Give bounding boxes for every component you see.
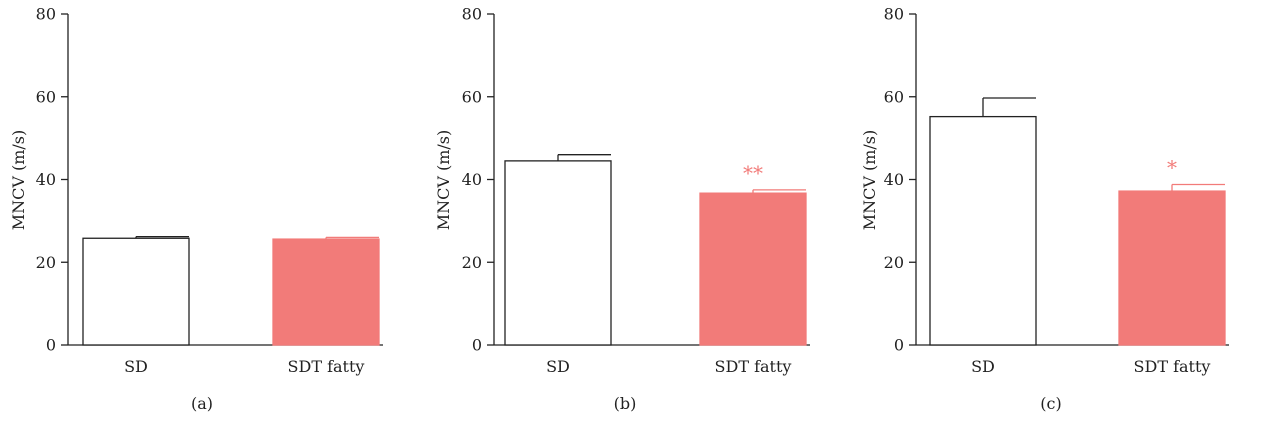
x-tick-label-sd: SD bbox=[971, 357, 995, 376]
y-axis-label: MNCV (m/s) bbox=[860, 130, 879, 231]
y-ticks: 0 20 40 60 80 bbox=[462, 5, 494, 355]
bars bbox=[504, 160, 807, 346]
y-tick-label: 80 bbox=[884, 5, 904, 24]
y-tick-label: 0 bbox=[894, 336, 904, 355]
x-tick-labels: SD SDT fatty bbox=[546, 357, 791, 376]
y-tick-label: 20 bbox=[884, 253, 904, 272]
y-tick-label: 20 bbox=[36, 253, 56, 272]
bar-sdt-fatty bbox=[699, 192, 807, 346]
error-bars bbox=[982, 97, 1225, 192]
panel-label: (a) bbox=[190, 394, 214, 413]
x-tick-label-sdt-fatty: SDT fatty bbox=[288, 357, 365, 376]
significance-mark: * bbox=[1167, 155, 1177, 179]
bar-sd bbox=[504, 160, 612, 346]
x-tick-label-sd: SD bbox=[124, 357, 148, 376]
y-axis-label: MNCV (m/s) bbox=[9, 130, 28, 231]
x-tick-labels: SD SDT fatty bbox=[971, 357, 1210, 376]
x-tick-label-sdt-fatty: SDT fatty bbox=[715, 357, 792, 376]
panel-label: (b) bbox=[613, 394, 637, 413]
significance-marks: ** bbox=[743, 161, 763, 185]
x-tick-labels: SD SDT fatty bbox=[124, 357, 364, 376]
chart-panel-a: MNCV (m/s) 0 20 40 60 80 SD SDT fatty (a) bbox=[0, 0, 421, 422]
chart-svg: MNCV (m/s) 0 20 40 60 80 ** SD SDT fatty bbox=[434, 5, 810, 376]
y-tick-label: 0 bbox=[46, 336, 56, 355]
y-tick-label: 40 bbox=[884, 170, 904, 189]
bar-sdt-fatty bbox=[272, 238, 380, 346]
y-tick-label: 80 bbox=[462, 5, 482, 24]
x-tick-label-sd: SD bbox=[546, 357, 570, 376]
y-tick-label: 0 bbox=[472, 336, 482, 355]
bars bbox=[82, 237, 380, 346]
error-bars bbox=[557, 154, 806, 194]
x-tick-label-sdt-fatty: SDT fatty bbox=[1134, 357, 1211, 376]
bar-sdt-fatty bbox=[1118, 190, 1226, 346]
panel-label: (c) bbox=[1040, 394, 1062, 413]
y-ticks: 0 20 40 60 80 bbox=[884, 5, 916, 355]
chart-panel-c: MNCV (m/s) 0 20 40 60 80 * SD SDT fatty (c) bbox=[853, 0, 1263, 422]
error-bars bbox=[135, 235, 379, 240]
y-tick-label: 40 bbox=[462, 170, 482, 189]
chart-svg: MNCV (m/s) 0 20 40 60 80 * SD SDT fatty bbox=[860, 5, 1229, 376]
chart-svg: MNCV (m/s) 0 20 40 60 80 SD SDT fatty bbox=[9, 5, 383, 376]
bar-sd bbox=[82, 237, 190, 346]
chart-panel-b: MNCV (m/s) 0 20 40 60 80 ** SD SDT fatty (b) bbox=[427, 0, 848, 422]
y-tick-label: 20 bbox=[462, 253, 482, 272]
y-axis-label: MNCV (m/s) bbox=[434, 130, 453, 231]
bars bbox=[929, 115, 1226, 346]
y-tick-label: 60 bbox=[36, 87, 56, 106]
y-tick-label: 60 bbox=[462, 87, 482, 106]
y-tick-label: 80 bbox=[36, 5, 56, 24]
y-tick-label: 40 bbox=[36, 170, 56, 189]
significance-mark: ** bbox=[743, 161, 763, 185]
bar-sd bbox=[929, 115, 1037, 346]
significance-marks: * bbox=[1167, 155, 1177, 179]
y-ticks: 0 20 40 60 80 bbox=[36, 5, 68, 355]
y-tick-label: 60 bbox=[884, 87, 904, 106]
